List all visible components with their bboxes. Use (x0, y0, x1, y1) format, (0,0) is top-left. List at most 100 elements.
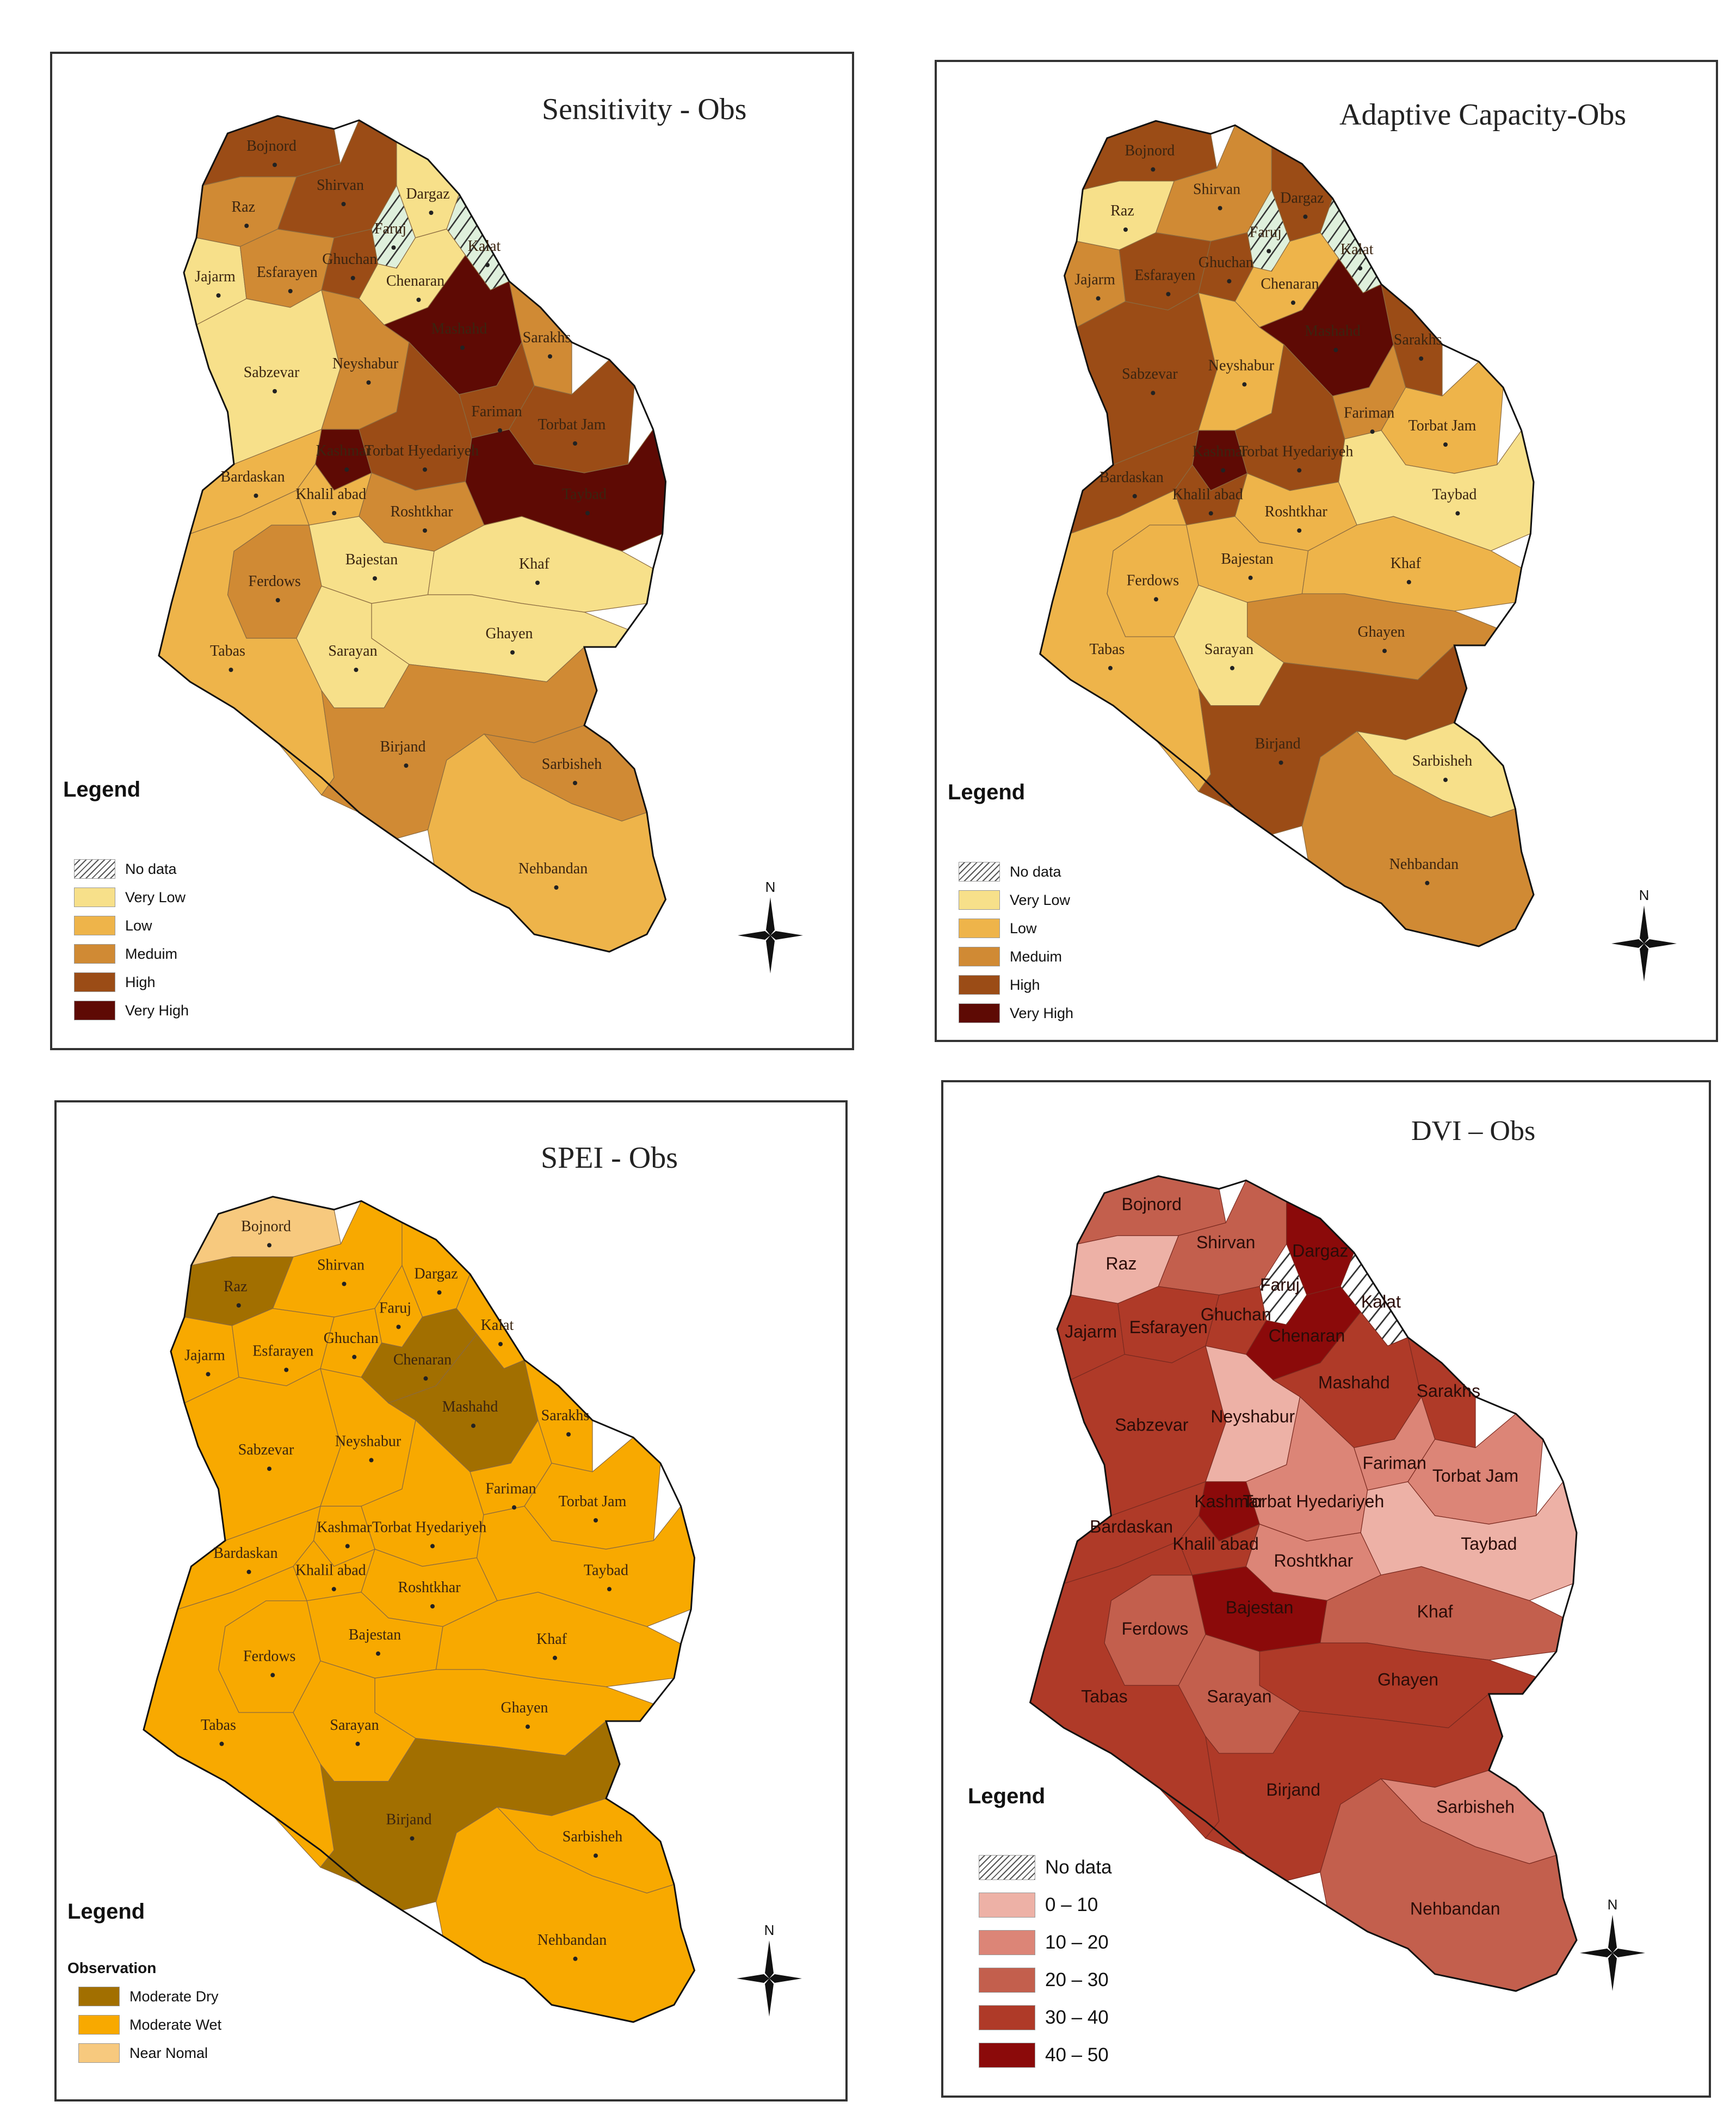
legend-item: No data (959, 862, 1061, 882)
county-seat-marker (345, 1544, 350, 1549)
county-label: Tabas (210, 643, 245, 660)
legend-swatch (959, 1003, 1000, 1023)
county-seat-marker (1303, 214, 1308, 219)
county-seat-marker (1096, 296, 1101, 301)
county-seat-marker (1166, 292, 1171, 297)
choropleth-map: Raz Bojnord Shirvan Dargaz Faruj Ghuchan Kalat… (943, 1082, 1645, 2095)
north-arrow-icon: N (738, 879, 803, 973)
county-label: Kashmar (1193, 443, 1248, 460)
county-label: Torbat Hyedariyeh (372, 1519, 486, 1536)
legend-swatch (74, 887, 115, 907)
county-label: Roshtkhar (390, 503, 453, 520)
county-seat-marker (355, 1741, 360, 1746)
choropleth-map: Bojnord Raz Shirvan Dargaz Faruj Ghuchan Kalat… (52, 54, 803, 973)
county-label: Dargaz (1280, 189, 1324, 206)
legend-swatch (74, 972, 115, 992)
legend-swatch (979, 1855, 1035, 1880)
county-label: Jajarm (1074, 271, 1115, 288)
county-label: Ghayen (501, 1699, 548, 1716)
county-seat-marker (1425, 880, 1430, 885)
county-seat-marker (429, 211, 434, 215)
legend-item: Low (959, 919, 1037, 938)
county-label: Torbat Jam (538, 416, 606, 433)
county-label: Dargaz (414, 1265, 458, 1282)
county-label: Khalil abad (295, 486, 366, 503)
county-label: Tabas (201, 1717, 236, 1734)
legend-item: Very Low (74, 887, 186, 907)
county-label: Ghayen (1377, 1669, 1438, 1689)
province-outline (1040, 121, 1534, 946)
county-seat-marker (1406, 580, 1411, 584)
county-seat-marker (1358, 266, 1363, 271)
legend-title: Legend (948, 780, 1025, 804)
county-seat-marker (350, 276, 355, 280)
county-seat-marker (267, 1243, 271, 1248)
county-label: Birjand (1255, 736, 1301, 753)
legend-label: Meduim (1010, 948, 1062, 965)
legend-item: 0 – 10 (979, 1893, 1098, 1918)
county-label: Nehbandan (538, 1932, 607, 1949)
county-seat-marker (1455, 511, 1460, 516)
north-arrow-icon: N (737, 1922, 802, 2017)
county-seat-marker (244, 224, 249, 228)
north-arrow-icon: N (1611, 887, 1677, 982)
legend-item: Moderate Wet (78, 2015, 221, 2035)
county-seat-marker (485, 263, 490, 267)
county-label: Taybad (1461, 1534, 1517, 1554)
county-label: Jajarm (184, 1347, 225, 1364)
county-seat-marker (369, 1458, 374, 1463)
county-label: Roshtkhar (1274, 1551, 1353, 1570)
county-label: Kashmar (1194, 1491, 1264, 1511)
county-label: Ferdows (1127, 572, 1179, 589)
legend-swatch (979, 2043, 1035, 2068)
county-label: Khaf (519, 556, 550, 572)
legend-swatch (74, 859, 115, 879)
county-seat-marker (331, 1587, 336, 1592)
legend-label: 10 – 20 (1045, 1932, 1109, 1953)
county-label: Tabas (1081, 1687, 1127, 1706)
county-label: Khaf (1391, 555, 1422, 572)
province-outline (159, 116, 666, 952)
county-label: Birjand (380, 738, 426, 755)
county-seat-marker (1208, 511, 1213, 516)
county-label: Faruj (1260, 1275, 1300, 1295)
county-label: Fariman (1344, 404, 1394, 421)
county-seat-marker (219, 1741, 224, 1746)
county-label: Sabzevar (1122, 366, 1178, 383)
county-label: Bardaskan (1090, 1517, 1173, 1537)
county-label: Neyshabur (1208, 357, 1275, 374)
legend-item: Very Low (959, 890, 1070, 910)
legend-swatch (979, 1930, 1035, 1955)
county-label: Mashahd (1318, 1372, 1390, 1392)
county-seat-marker (270, 1673, 275, 1678)
map-title: Adaptive Capacity-Obs (1339, 98, 1627, 132)
county-label: Sabzevar (1115, 1415, 1189, 1434)
county-seat-marker (573, 781, 577, 785)
county-seat-marker (1291, 300, 1295, 305)
legend-item: 40 – 50 (979, 2043, 1109, 2068)
county-label: Ghayen (1357, 624, 1405, 640)
county-label: Esfarayen (1134, 267, 1195, 284)
county-label: Faruj (1250, 224, 1282, 241)
county-seat-marker (216, 293, 221, 298)
county-label: Torbat Jam (1432, 1466, 1518, 1486)
county-seat-marker (275, 598, 280, 602)
legend-subtitle: Observation (67, 1959, 157, 1976)
legend-label: Very Low (125, 889, 186, 905)
county-seat-marker (342, 1281, 347, 1286)
legend-label: Near Nomal (129, 2044, 208, 2061)
county-label: Sarakhs (541, 1407, 590, 1424)
county-label: Esfarayen (252, 1343, 313, 1360)
adaptive-capacity-map-panel: Adaptive Capacity-Obs Bojnord Raz Shirvan Da… (935, 60, 1718, 1042)
county-seat-marker (594, 1853, 598, 1858)
county-label: Bojnord (241, 1218, 291, 1235)
legend-title: Legend (968, 1784, 1046, 1808)
county-seat-marker (273, 389, 277, 393)
legend-swatch (78, 1987, 120, 2006)
legend-swatch (979, 1968, 1035, 1993)
county-label: Sarakhs (523, 329, 571, 346)
map-title: Sensitivity - Obs (542, 93, 747, 126)
county-label: Khaf (536, 1631, 567, 1648)
sensitivity-map-panel: Sensitivity - Obs Bojnord Raz Shirvan Dargaz… (50, 52, 854, 1050)
county-seat-marker (535, 581, 540, 585)
